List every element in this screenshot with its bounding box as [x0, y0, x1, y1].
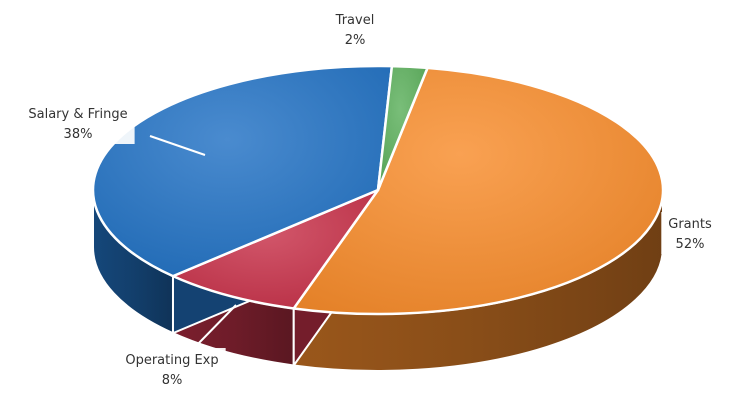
value-label: 38%	[64, 127, 93, 142]
leader-line-operating-exp	[195, 304, 237, 347]
data-label-travel: Travel 2%	[328, 8, 382, 50]
data-label-salary-and-fringe: Salary & Fringe 38%	[21, 102, 135, 144]
data-label-box	[21, 102, 135, 144]
data-label-box	[661, 212, 719, 254]
value-label: 2%	[345, 33, 366, 48]
category-label: Grants	[668, 217, 712, 232]
data-label-grants: Grants 52%	[661, 212, 719, 254]
category-label: Travel	[335, 13, 375, 28]
leader-line-salary-and-fringe	[149, 135, 206, 156]
pie-slice-travel	[376, 64, 429, 192]
category-label: Salary & Fringe	[28, 107, 127, 122]
pie-slice-grants	[292, 66, 665, 316]
data-label-operating-exp: Operating Exp 8%	[118, 348, 226, 390]
value-label: 8%	[162, 373, 183, 388]
category-label: Operating Exp	[125, 353, 218, 368]
data-label-box	[328, 8, 382, 50]
data-label-layer: Grants 52% Operating Exp 8% Salary & Fringe 3…	[21, 8, 719, 390]
leader-line-layer	[149, 135, 237, 347]
pie-top-layer	[91, 64, 665, 316]
value-label: 52%	[676, 237, 705, 252]
pie-slice-operating-exp	[171, 188, 380, 310]
data-label-box	[118, 348, 226, 390]
